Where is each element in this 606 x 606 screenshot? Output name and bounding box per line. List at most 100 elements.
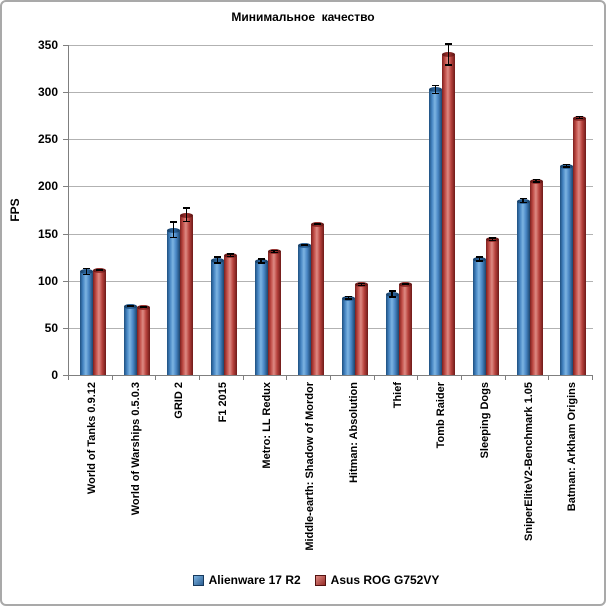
legend-label: Alienware 17 R2 — [208, 573, 301, 587]
category-label: World of Warships 0.5.0.3 — [129, 382, 142, 516]
legend-item: Alienware 17 R2 — [192, 573, 301, 587]
x-tick-mark — [373, 375, 375, 380]
bar — [92, 268, 106, 375]
y-tick-label: 0 — [51, 368, 58, 382]
x-tick-mark — [111, 375, 113, 380]
x-tick-mark — [548, 375, 550, 380]
error-bar — [576, 115, 584, 120]
legend-color-swatch-icon — [192, 574, 204, 586]
x-tick-mark — [199, 375, 200, 380]
category-label: Metro: LL Redux — [260, 382, 273, 469]
bar — [210, 257, 224, 375]
bar — [516, 198, 530, 375]
bar — [573, 115, 587, 375]
chart-title: Минимальное качество — [231, 10, 375, 24]
error-bar — [270, 249, 278, 254]
gridline — [69, 45, 593, 46]
error-bar — [532, 178, 540, 183]
bar — [254, 258, 268, 375]
bar — [398, 281, 412, 375]
error-bar — [226, 253, 234, 258]
bar — [223, 253, 237, 375]
x-tick-mark — [417, 375, 419, 380]
y-tick-label: 200 — [37, 179, 58, 194]
x-tick-mark — [504, 375, 506, 380]
gridline — [69, 139, 593, 141]
y-axis-label: FPS — [8, 198, 22, 222]
legend-color-swatch-icon — [314, 574, 326, 586]
bar — [560, 163, 574, 375]
plot-area — [68, 43, 593, 376]
bar — [429, 87, 443, 375]
y-tick-label: 100 — [37, 273, 58, 288]
category-label: Tomb Raider — [435, 382, 448, 449]
bar — [167, 227, 181, 375]
y-tick-label: 150 — [37, 226, 58, 241]
error-bar — [344, 295, 352, 300]
y-tick-mark — [63, 186, 68, 188]
error-bar — [563, 163, 571, 168]
bar — [472, 257, 486, 375]
category-label: F1 2015 — [216, 382, 229, 423]
y-tick-mark — [63, 327, 68, 329]
error-bar — [388, 290, 396, 298]
x-tick-mark — [155, 375, 157, 380]
y-tick-mark — [63, 92, 68, 94]
error-bar — [126, 305, 134, 308]
x-tick-mark — [461, 375, 462, 380]
bar — [341, 295, 355, 375]
category-label: SniperEliteV2-Benchmark 1.05 — [522, 382, 535, 541]
x-tick-mark — [286, 375, 288, 380]
bar — [311, 222, 325, 375]
category-label: Hitman: Absolution — [347, 382, 360, 484]
error-bar — [257, 258, 265, 264]
error-bar — [432, 84, 440, 95]
y-tick-mark — [63, 139, 68, 141]
gridline — [69, 327, 593, 329]
bar — [485, 237, 499, 375]
legend-label: Asus ROG G752VY — [330, 573, 440, 587]
error-bar — [314, 223, 322, 226]
category-label: Sleeping Dogs — [478, 382, 491, 459]
x-tick-mark — [68, 375, 69, 380]
bar — [180, 212, 194, 375]
y-tick-label: 300 — [37, 85, 58, 100]
bar — [136, 305, 150, 375]
error-bar — [401, 282, 409, 285]
bar — [298, 242, 312, 375]
error-bar — [488, 237, 496, 242]
category-label: Batman: Arkham Origins — [566, 382, 579, 512]
error-bar — [475, 256, 483, 262]
bar — [442, 52, 456, 375]
error-bar — [357, 282, 365, 287]
x-tick-mark — [242, 375, 244, 380]
bar — [354, 282, 368, 375]
category-label: GRID 2 — [173, 382, 186, 419]
y-tick-label: 50 — [44, 320, 58, 335]
error-bar — [95, 269, 103, 272]
bar — [529, 178, 543, 375]
legend: Alienware 17 R2 Asus ROG G752VY — [2, 573, 604, 587]
bar — [267, 249, 281, 375]
error-bar — [170, 221, 178, 239]
y-tick-label: 350 — [37, 38, 58, 52]
error-bar — [445, 43, 453, 66]
gridline — [69, 186, 593, 188]
gridline — [69, 233, 593, 235]
error-bar — [519, 197, 527, 204]
y-tick-mark — [63, 280, 68, 282]
y-tick-mark — [63, 45, 68, 46]
gridline — [69, 280, 593, 282]
y-tick-mark — [63, 375, 68, 376]
y-tick-mark — [63, 233, 68, 235]
error-bar — [82, 267, 90, 276]
legend-item: Asus ROG G752VY — [314, 573, 440, 587]
error-bar — [301, 243, 309, 246]
category-label: Middle-earth: Shadow of Mordor — [304, 382, 317, 551]
gridline — [69, 92, 593, 94]
error-bar — [139, 306, 147, 309]
x-tick-mark — [592, 375, 593, 380]
error-bar — [213, 256, 221, 264]
bar — [385, 291, 399, 375]
